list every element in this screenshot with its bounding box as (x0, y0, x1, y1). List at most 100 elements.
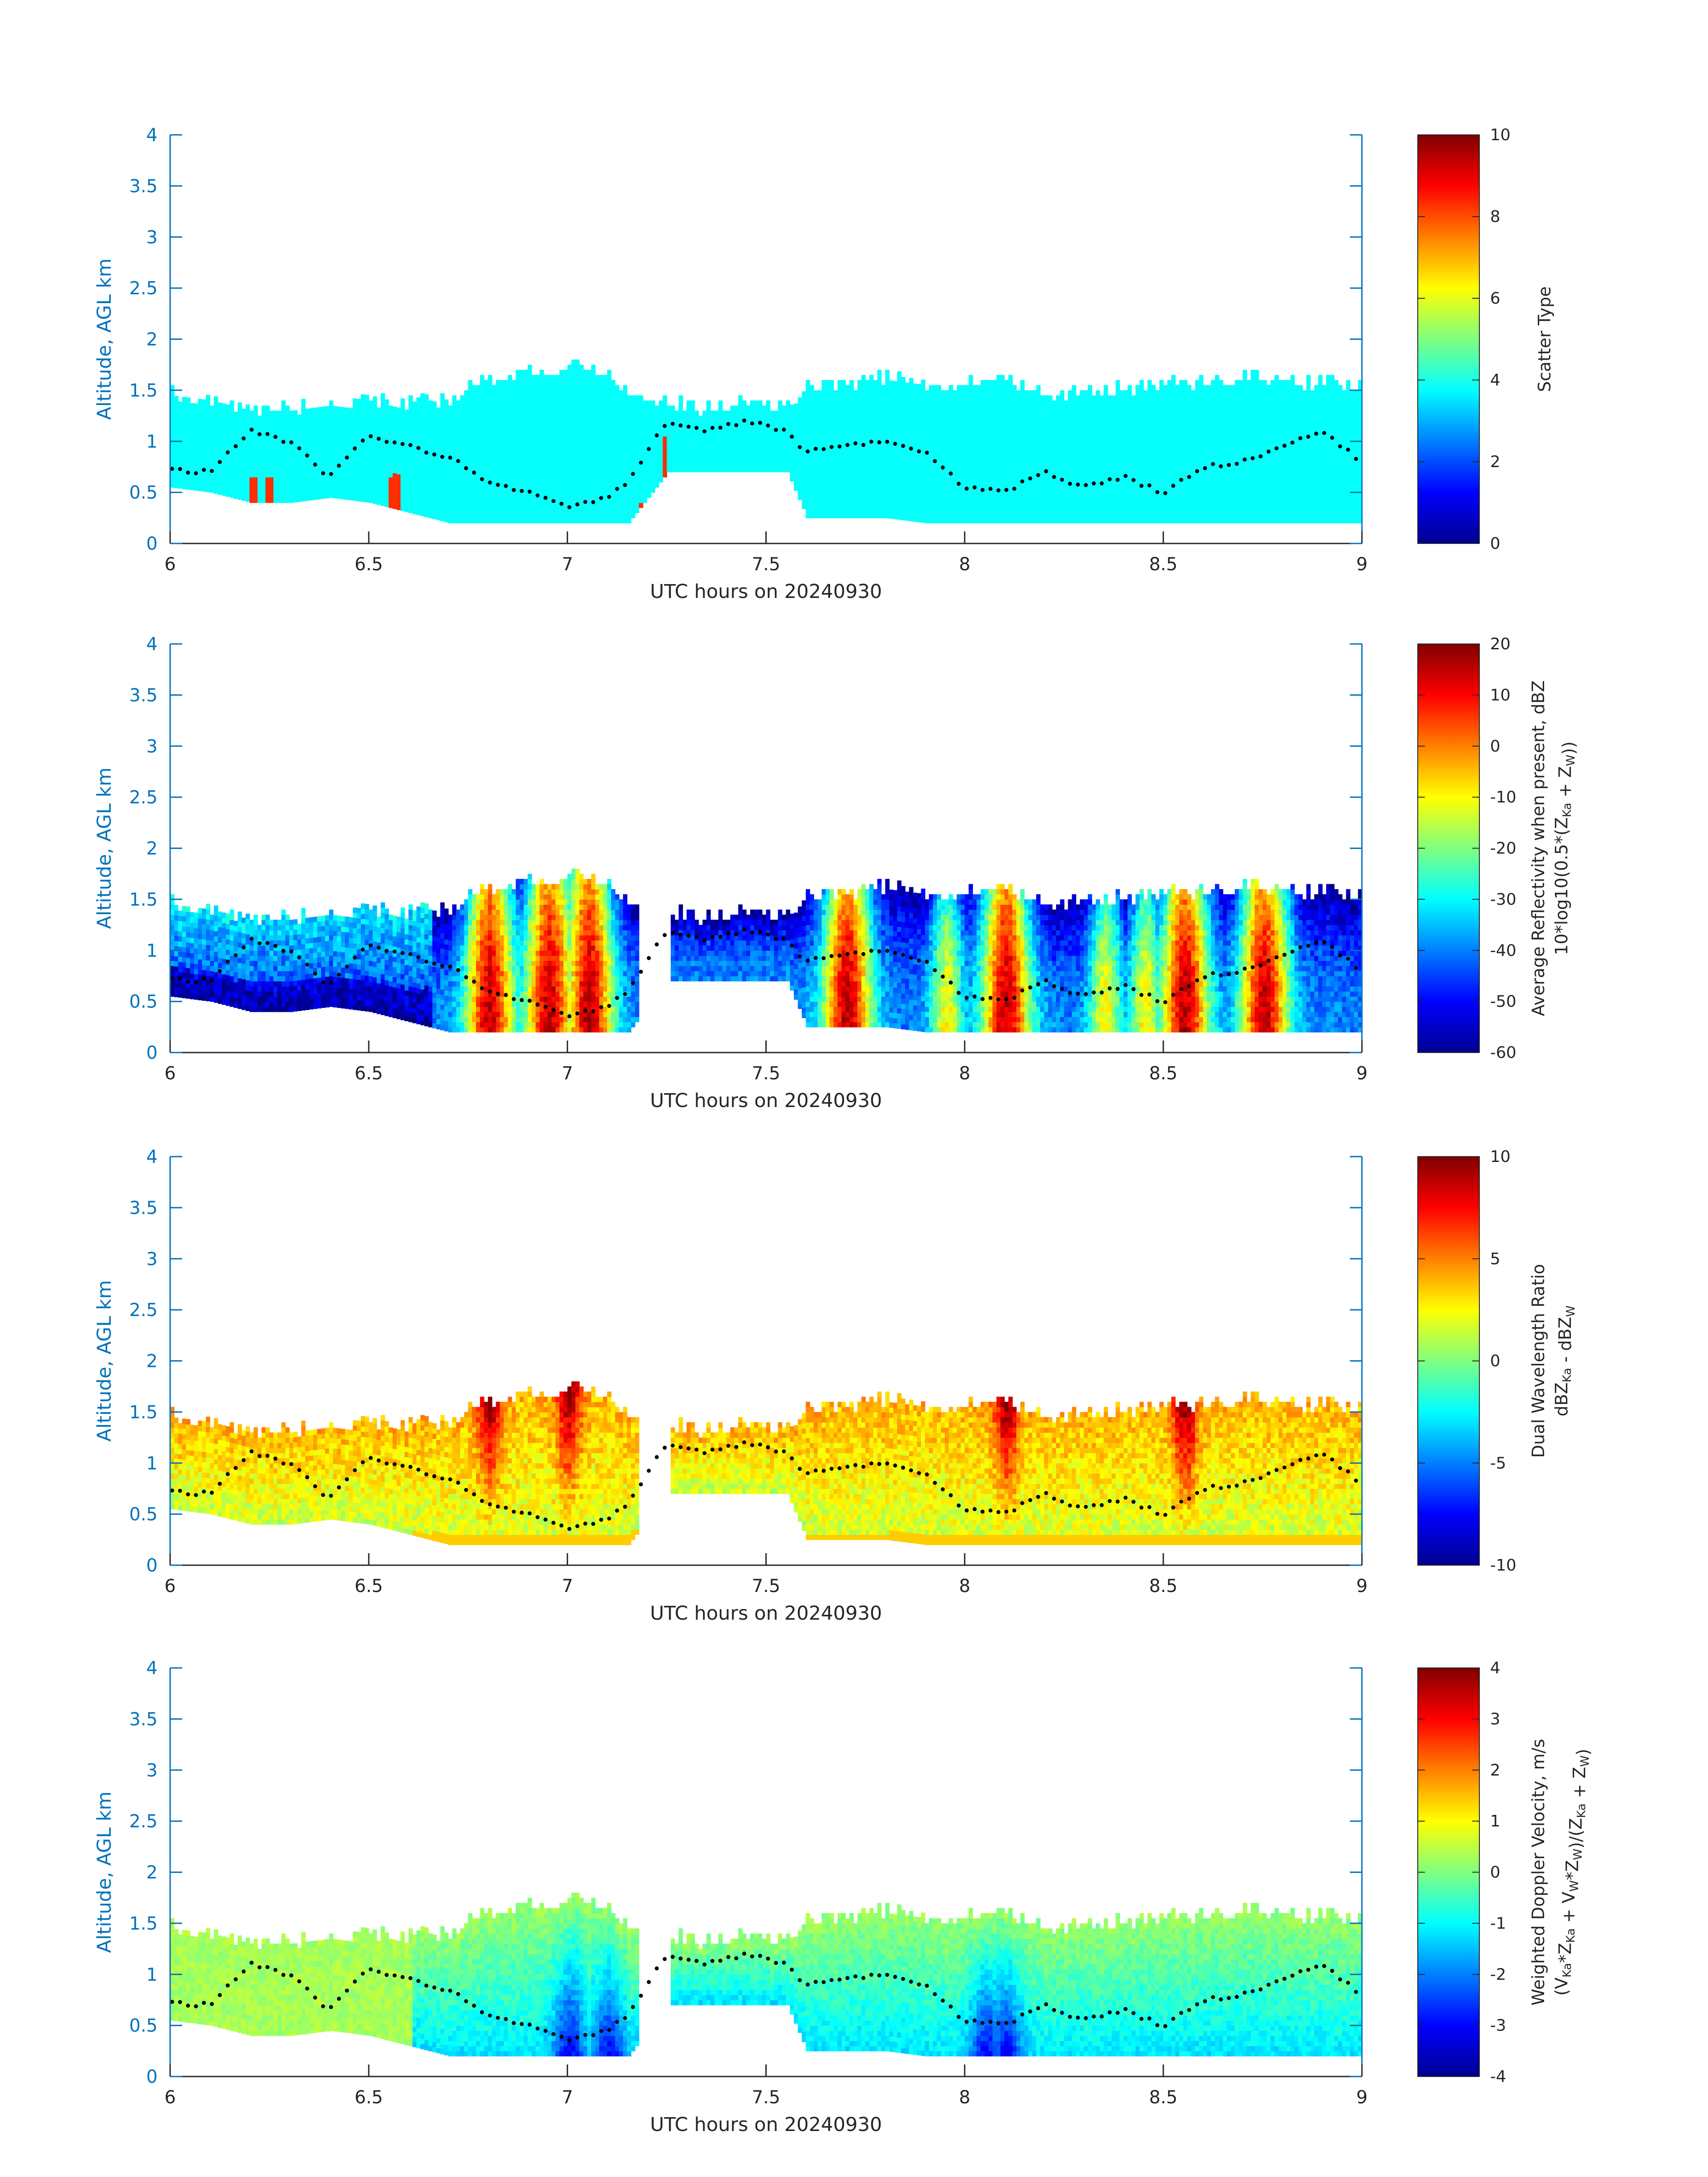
heatmap-cell (997, 416, 1001, 421)
heatmap-cell (929, 493, 933, 498)
heatmap-cell (309, 459, 313, 464)
heatmap-cell (802, 452, 806, 458)
heatmap-cell (762, 451, 767, 457)
heatmap-cell (993, 462, 997, 467)
heatmap-cell (1016, 411, 1021, 416)
heatmap-cell (806, 431, 810, 436)
heatmap-cell (341, 468, 346, 474)
heatmap-cell (258, 493, 262, 498)
heatmap-cell (579, 370, 584, 375)
heatmap-cell (547, 390, 552, 396)
heatmap-cell (460, 482, 465, 488)
heatmap-cell (659, 411, 663, 416)
heatmap-cell (1016, 497, 1021, 503)
heatmap-cell (572, 482, 576, 488)
heatmap-cell (710, 467, 715, 472)
heatmap-cell (742, 441, 747, 447)
heatmap-cell (702, 457, 707, 462)
heatmap-cell (1032, 431, 1037, 436)
heatmap-cell (206, 395, 210, 400)
heatmap-cell (488, 513, 493, 518)
heatmap-cell (218, 454, 222, 459)
heatmap-cell (1016, 477, 1021, 482)
heatmap-cell (845, 482, 850, 488)
heatmap-cell (579, 482, 584, 488)
heatmap-cell (524, 395, 528, 401)
heatmap-cell (635, 411, 639, 416)
heatmap-cell (714, 421, 719, 426)
heatmap-cell (452, 513, 457, 518)
heatmap-cell (1020, 401, 1025, 406)
heatmap-cell (838, 451, 842, 457)
heatmap-cell (1020, 467, 1025, 472)
heatmap-cell (643, 431, 647, 436)
heatmap-cell (198, 476, 202, 481)
heatmap-cell (543, 411, 548, 416)
heatmap-cell (826, 482, 830, 488)
heatmap-cell (365, 451, 369, 456)
heatmap-cell (921, 436, 926, 441)
heatmap-cell (417, 438, 421, 443)
heatmap-cell (262, 421, 266, 426)
heatmap-cell (758, 467, 763, 472)
heatmap-cell (444, 497, 449, 502)
heatmap-cell (694, 457, 699, 462)
heatmap-cell (373, 412, 377, 417)
heatmap-cell (969, 451, 973, 457)
heatmap-cell (786, 431, 790, 436)
heatmap-cell (1044, 451, 1048, 457)
heatmap-cell (277, 477, 282, 482)
heatmap-cell (595, 385, 600, 390)
heatmap-cell (536, 451, 540, 457)
heatmap-cell (981, 390, 985, 396)
heatmap-cell (881, 447, 886, 452)
heatmap-cell (957, 401, 961, 406)
heatmap-cell (186, 484, 191, 489)
heatmap-cell (576, 477, 580, 482)
heatmap-cell (953, 431, 957, 436)
heatmap-cell (242, 414, 246, 419)
heatmap-cell (484, 405, 489, 411)
heatmap-cell (635, 447, 639, 452)
heatmap-cell (679, 457, 683, 462)
heatmap-cell (718, 421, 723, 426)
heatmap-cell (881, 487, 886, 493)
heatmap-cell (730, 421, 735, 426)
heatmap-cell (1044, 395, 1048, 401)
heatmap-cell (818, 472, 822, 477)
heatmap-cell (194, 485, 198, 491)
heatmap-cell (655, 441, 659, 447)
heatmap-cell (814, 497, 818, 503)
heatmap-cell (1020, 487, 1025, 493)
heatmap-cell (965, 518, 969, 523)
heatmap-cell (583, 436, 588, 442)
heatmap-cell (325, 447, 330, 452)
heatmap-cell (798, 489, 802, 495)
heatmap-cell (937, 503, 941, 508)
heatmap-cell (500, 508, 504, 513)
heatmap-cell (965, 411, 969, 416)
heatmap-cell (913, 399, 918, 404)
heatmap-cell (305, 414, 310, 419)
heatmap-cell (421, 496, 425, 501)
heatmap-cell (504, 451, 508, 457)
heatmap-cell (258, 462, 262, 467)
heatmap-cell (683, 451, 687, 457)
heatmap-cell (464, 411, 468, 416)
heatmap-cell (778, 467, 782, 472)
heatmap-cell (1000, 467, 1005, 472)
heatmap-cell (1040, 421, 1044, 426)
heatmap-cell (428, 416, 433, 421)
heatmap-cell (381, 434, 385, 439)
heatmap-cell (937, 467, 941, 472)
heatmap-cell (973, 457, 977, 462)
heatmap-cell (706, 462, 711, 467)
heatmap-cell (1012, 390, 1017, 396)
heatmap-cell (246, 481, 250, 487)
heatmap-cell (564, 416, 568, 421)
heatmap-cell (460, 451, 465, 457)
heatmap-cell (397, 464, 401, 469)
heatmap-cell (381, 419, 385, 424)
heatmap-cell (520, 508, 524, 513)
heatmap-cell (401, 460, 405, 465)
